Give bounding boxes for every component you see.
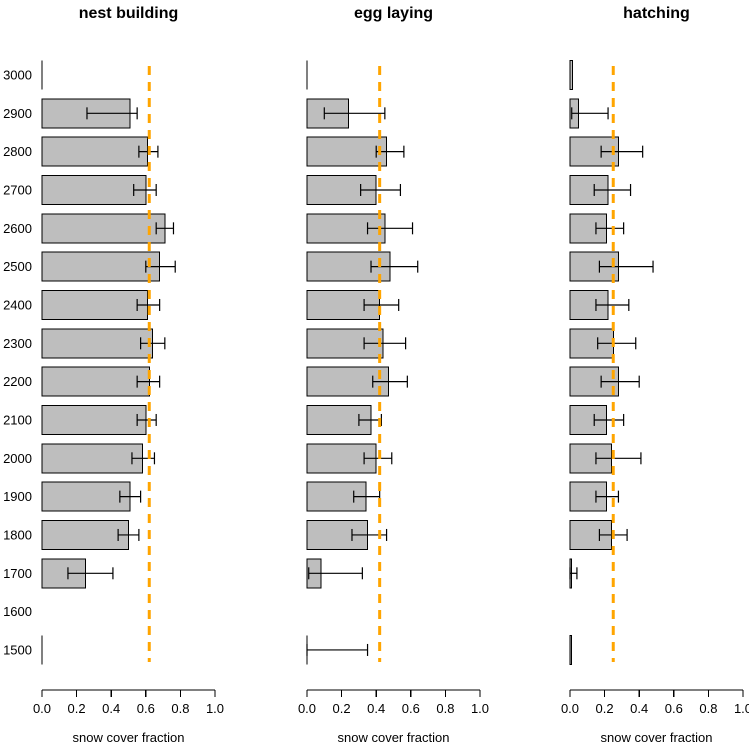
bar	[41, 404, 147, 435]
x-tick-label: 0.8	[436, 701, 454, 716]
x-tick-label: 0.0	[33, 701, 51, 716]
x-axis-title: snow cover fraction	[73, 730, 185, 745]
y-tick-label: 1800	[3, 527, 32, 542]
bar	[41, 328, 154, 359]
y-tick-label: 3000	[3, 68, 32, 83]
x-tick-label: 0.4	[630, 701, 648, 716]
x-axis-title: snow cover fraction	[338, 730, 450, 745]
x-tick-label: 0.2	[333, 701, 351, 716]
y-tick-label: 2000	[3, 451, 32, 466]
bar	[306, 481, 367, 512]
y-tick-label: 1500	[3, 642, 32, 657]
y-tick-label: 2900	[3, 106, 32, 121]
panel-title: nest building	[79, 5, 179, 22]
x-tick-label: 0.6	[402, 701, 420, 716]
x-tick-label: 0.8	[699, 701, 717, 716]
bar	[41, 213, 166, 244]
bar	[41, 251, 161, 282]
y-tick-label: 2100	[3, 412, 32, 427]
y-tick-label: 2300	[3, 336, 32, 351]
x-tick-label: 0.2	[68, 701, 86, 716]
y-tick-label: 1900	[3, 489, 32, 504]
x-tick-label: 1.0	[471, 701, 489, 716]
x-tick-label: 0.8	[171, 701, 189, 716]
x-tick-label: 1.0	[734, 701, 749, 716]
y-tick-label: 2600	[3, 221, 32, 236]
x-tick-label: 0.2	[596, 701, 614, 716]
x-tick-label: 0.6	[665, 701, 683, 716]
y-tick-label: 1600	[3, 604, 32, 619]
bar	[41, 366, 150, 397]
x-tick-label: 0.0	[298, 701, 316, 716]
x-tick-label: 0.4	[102, 701, 120, 716]
y-tick-label: 2400	[3, 297, 32, 312]
bar	[41, 289, 149, 320]
bar	[569, 60, 574, 90]
y-tick-label: 2500	[3, 259, 32, 274]
y-tick-label: 1700	[3, 566, 32, 581]
bar	[569, 481, 607, 512]
x-tick-label: 0.6	[137, 701, 155, 716]
y-tick-label: 2800	[3, 144, 32, 159]
bar	[41, 443, 143, 474]
bar	[41, 174, 147, 205]
bar	[41, 481, 131, 512]
bar	[306, 136, 388, 167]
panel-title: hatching	[623, 5, 690, 22]
bar	[41, 136, 149, 167]
y-tick-label: 2200	[3, 374, 32, 389]
x-axis-title: snow cover fraction	[601, 730, 713, 745]
x-tick-label: 0.0	[561, 701, 579, 716]
y-tick-label: 2700	[3, 182, 32, 197]
panel-title: egg laying	[354, 5, 433, 22]
x-tick-label: 0.4	[367, 701, 385, 716]
bar	[569, 634, 573, 665]
x-tick-label: 1.0	[206, 701, 224, 716]
bar	[41, 519, 129, 550]
